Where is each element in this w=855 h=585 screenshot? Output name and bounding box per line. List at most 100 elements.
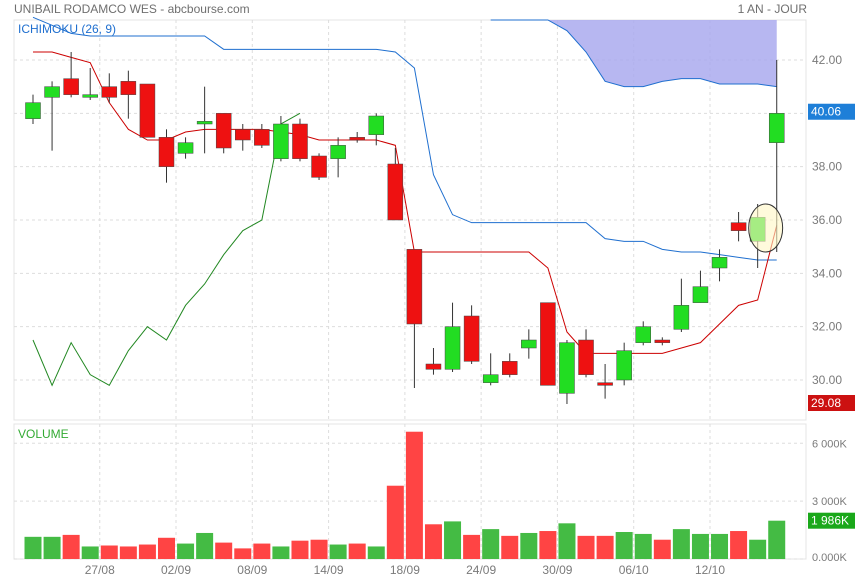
volume-bar: [730, 531, 748, 559]
candle-body: [463, 315, 480, 362]
candle: [177, 137, 194, 159]
candle-body: [521, 339, 537, 349]
volume-bar: [234, 548, 252, 559]
last-price-badge: 40.06: [808, 103, 855, 120]
ichimoku-cloud: [490, 19, 777, 88]
candle-body: [101, 86, 118, 98]
volume-label: VOLUME: [18, 427, 69, 441]
volume-bar: [768, 520, 786, 559]
candle-body: [578, 339, 594, 375]
candle: [292, 118, 308, 162]
volume-tick-label: 6 000K: [812, 438, 848, 450]
volume-bar: [405, 431, 423, 559]
candle-body: [425, 363, 442, 370]
volume-bar: [444, 521, 462, 559]
senkou-a-line: [490, 19, 777, 88]
volume-bar: [749, 539, 767, 559]
candle-body: [330, 145, 346, 159]
candle: [673, 278, 690, 332]
volume-bar: [386, 485, 404, 559]
candle: [482, 353, 499, 386]
candle: [635, 321, 651, 346]
candle-body: [540, 302, 556, 386]
candle-body: [559, 342, 575, 394]
volume-bar: [272, 546, 290, 559]
chikou-line: [32, 112, 301, 387]
ichimoku-label: ICHIMOKU (26, 9): [18, 22, 116, 36]
volume-bar: [81, 546, 99, 559]
candle-body: [502, 361, 518, 375]
ichimoku-lines: [32, 16, 778, 387]
date-tick-label: 30/09: [542, 563, 572, 577]
volume-bar: [691, 533, 709, 559]
candle-body: [63, 78, 79, 95]
candle: [44, 81, 60, 151]
candle-body: [673, 305, 690, 330]
volume-bar: [177, 543, 195, 559]
candle-body: [196, 121, 213, 125]
volume-bar: [43, 536, 61, 559]
candle: [120, 70, 137, 119]
price-tick-label: 30.00: [812, 373, 842, 387]
candle: [25, 94, 41, 124]
volume-bar: [539, 531, 557, 559]
volume-bar: [119, 546, 137, 559]
volume-bar: [138, 544, 156, 559]
price-tick-label: 34.00: [812, 266, 842, 280]
last-volume-badge: 1 986K: [808, 512, 855, 529]
volume-bar: [424, 524, 442, 559]
volume-tick-label: 3 000K: [812, 496, 848, 508]
volume-bar: [482, 529, 500, 559]
candle: [101, 73, 118, 103]
candlesticks: [25, 52, 785, 404]
volume-bar: [367, 546, 385, 559]
volume-bar: [329, 544, 347, 559]
kijun-line: [33, 51, 778, 354]
date-tick-label: 08/09: [237, 563, 267, 577]
candle: [387, 148, 404, 221]
candle: [273, 116, 289, 162]
candle-body: [387, 163, 404, 221]
date-tick-label: 06/10: [619, 563, 649, 577]
candle: [158, 129, 175, 183]
price-tick-label: 42.00: [812, 53, 842, 67]
candle-body: [616, 350, 632, 381]
candle-body: [120, 81, 137, 95]
candle-body: [311, 155, 327, 178]
candle: [559, 340, 575, 404]
candle: [521, 329, 537, 359]
candle-body: [730, 222, 747, 231]
candle-body: [349, 137, 365, 141]
candle-body: [292, 123, 308, 159]
volume-bar: [558, 523, 576, 559]
last-price-badge-bg: [808, 103, 855, 120]
price-tick-label: 38.00: [812, 160, 842, 174]
signal-highlight: [748, 203, 784, 253]
candle-body: [139, 83, 156, 138]
candle-body: [597, 382, 613, 386]
candle: [502, 353, 518, 378]
volume-bar: [100, 545, 118, 559]
price-panel: [13, 19, 807, 421]
low-price-badge-text: 29.08: [811, 396, 841, 410]
volume-bar: [291, 540, 309, 559]
candle: [82, 68, 98, 100]
date-tick-label: 18/09: [390, 563, 420, 577]
candle-body: [158, 137, 175, 167]
candle-body: [711, 257, 728, 269]
candle: [196, 86, 213, 154]
candle: [406, 249, 423, 388]
volume-bar: [24, 536, 42, 559]
last-volume-badge-text: 1 986K: [811, 514, 849, 528]
candle-body: [177, 142, 194, 154]
volume-tick-label: 0.000K: [812, 552, 848, 564]
candle: [349, 132, 365, 143]
candle: [463, 305, 480, 364]
volume-bar: [215, 542, 233, 559]
chart-title: UNIBAIL RODAMCO WES - abcbourse.com: [14, 2, 250, 16]
candle: [711, 249, 728, 282]
candle: [616, 342, 632, 386]
candle-body: [254, 129, 270, 146]
candle-body: [368, 115, 385, 135]
